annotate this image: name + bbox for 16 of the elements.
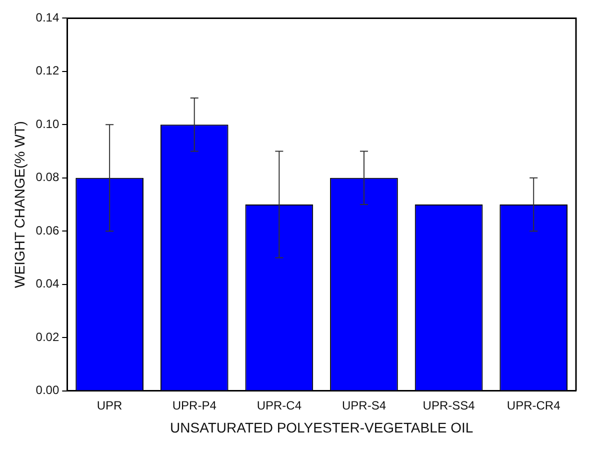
y-tick-label: 0.12 bbox=[36, 64, 60, 78]
y-tick-label: 0.10 bbox=[36, 116, 60, 131]
y-tick-label: 0.08 bbox=[36, 170, 60, 184]
x-tick-label: UPR-S4 bbox=[342, 398, 386, 412]
x-tick-label: UPR-CR4 bbox=[506, 398, 561, 412]
y-tick-label: 0.14 bbox=[36, 10, 60, 25]
x-tick-label: UPR-SS4 bbox=[422, 398, 476, 412]
x-tick-label: UPR bbox=[96, 398, 123, 412]
y-tick-label: 0.02 bbox=[36, 330, 60, 344]
y-tick-label: 0.00 bbox=[36, 383, 60, 398]
x-tick-label: UPR-P4 bbox=[172, 398, 217, 412]
x-axis-title: UNSATURATED POLYESTER-VEGETABLE OIL bbox=[170, 419, 474, 436]
y-tick-label: 0.04 bbox=[36, 276, 60, 291]
y-tick-label: 0.06 bbox=[36, 223, 60, 238]
y-axis-title: WEIGHT CHANGE(% WT) bbox=[11, 121, 28, 288]
x-tick-label: UPR-C4 bbox=[256, 398, 302, 412]
